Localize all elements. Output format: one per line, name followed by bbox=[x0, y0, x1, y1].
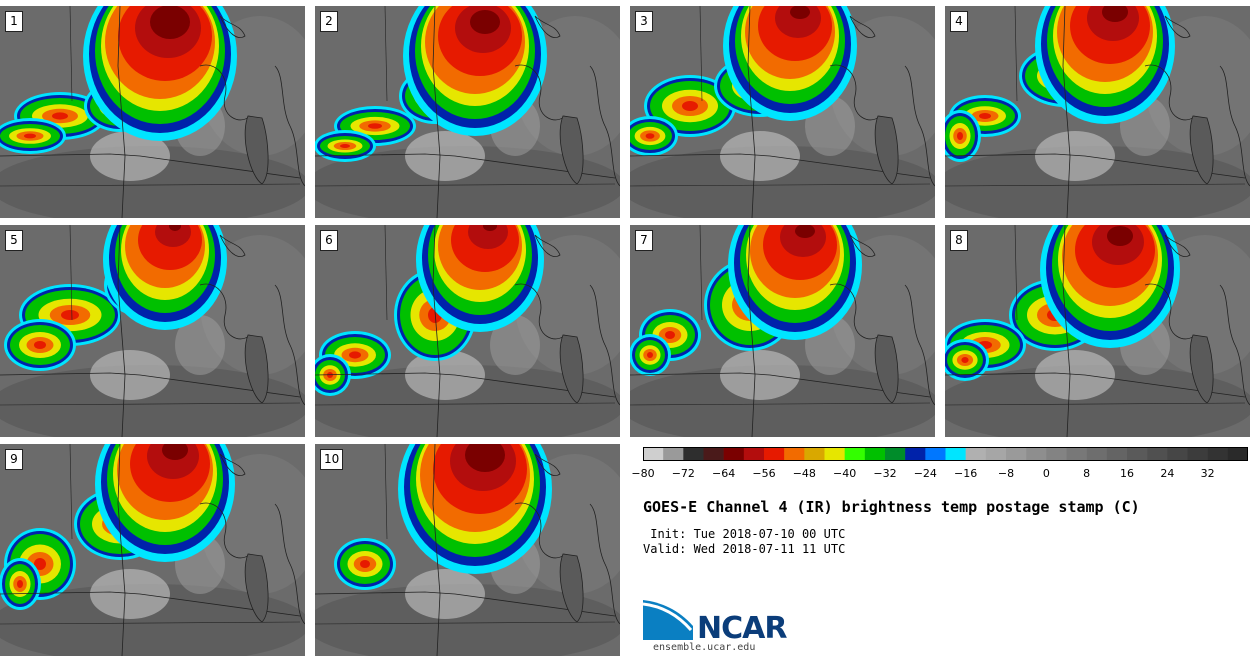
colorbar-tick-label: −72 bbox=[671, 467, 695, 480]
colorbar-swatch bbox=[1026, 447, 1047, 461]
panel-number: 7 bbox=[635, 230, 653, 251]
colorbar-swatch bbox=[784, 447, 805, 461]
colorbar-swatch bbox=[1066, 447, 1087, 461]
colorbar-swatch bbox=[824, 447, 845, 461]
satellite-image bbox=[630, 6, 935, 218]
satellite-image bbox=[0, 444, 305, 656]
colorbar-tick-label: 0 bbox=[1042, 467, 1050, 480]
colorbar-tick-label: −16 bbox=[954, 467, 978, 480]
colorbar-tick-label: −32 bbox=[873, 467, 897, 480]
colorbar-swatch bbox=[663, 447, 684, 461]
colorbar-tick-label: 24 bbox=[1160, 467, 1175, 480]
colorbar-swatch bbox=[1106, 447, 1128, 461]
figure-title: GOES-E Channel 4 (IR) brightness temp po… bbox=[643, 498, 1140, 516]
colorbar-swatch bbox=[1006, 447, 1027, 461]
ensemble-member-map-9: 9 bbox=[0, 444, 305, 656]
logo-url: ensemble.ucar.edu bbox=[653, 642, 756, 653]
colorbar-tick-label: 8 bbox=[1083, 467, 1091, 480]
colorbar-tick-label: −40 bbox=[833, 467, 857, 480]
colorbar-tick-label: −64 bbox=[712, 467, 736, 480]
colorbar-swatch bbox=[864, 447, 886, 461]
colorbar-swatch bbox=[764, 447, 785, 461]
colorbar-swatch bbox=[1187, 447, 1208, 461]
ensemble-member-map-5: 5 bbox=[0, 225, 305, 437]
panel-number: 5 bbox=[5, 230, 23, 251]
init-time: Init: Tue 2018-07-10 00 UTC bbox=[643, 527, 846, 541]
ensemble-member-map-3: 3 bbox=[630, 6, 935, 218]
colorbar-tick-label: −8 bbox=[997, 467, 1015, 480]
colorbar-swatch bbox=[1227, 447, 1248, 461]
ensemble-member-map-8: 8 bbox=[945, 225, 1250, 437]
colorbar-swatch bbox=[945, 447, 966, 461]
colorbar-swatch bbox=[1147, 447, 1168, 461]
ensemble-member-map-1: 1 bbox=[0, 6, 305, 218]
colorbar-tick-label: −80 bbox=[631, 467, 655, 480]
satellite-image bbox=[315, 6, 620, 218]
ncar-logo-text: NCAR bbox=[697, 611, 787, 646]
colorbar-swatch bbox=[683, 447, 704, 461]
ensemble-member-map-7: 7 bbox=[630, 225, 935, 437]
colorbar-swatch bbox=[1086, 447, 1108, 461]
ensemble-member-map-6: 6 bbox=[315, 225, 620, 437]
colorbar-swatch bbox=[723, 447, 745, 461]
panel-number: 2 bbox=[320, 11, 338, 32]
panel-number: 6 bbox=[320, 230, 338, 251]
colorbar-swatch bbox=[885, 447, 906, 461]
panel-number: 10 bbox=[320, 449, 344, 470]
colorbar-swatch bbox=[703, 447, 724, 461]
colorbar bbox=[643, 447, 1248, 461]
satellite-image bbox=[630, 225, 935, 437]
colorbar-tick-label: 16 bbox=[1120, 467, 1134, 480]
colorbar-swatch bbox=[844, 447, 866, 461]
ncar-logo-icon bbox=[643, 600, 693, 640]
satellite-image bbox=[945, 6, 1250, 218]
colorbar-swatch bbox=[965, 447, 987, 461]
colorbar-swatch bbox=[925, 447, 946, 461]
valid-time: Valid: Wed 2018-07-11 11 UTC bbox=[643, 542, 846, 556]
colorbar-swatch bbox=[985, 447, 1007, 461]
satellite-image bbox=[0, 225, 305, 437]
panel-number: 3 bbox=[635, 11, 653, 32]
colorbar-tick-label: −48 bbox=[792, 467, 816, 480]
panel-number: 1 bbox=[5, 11, 23, 32]
ensemble-member-map-2: 2 bbox=[315, 6, 620, 218]
colorbar-swatch bbox=[1167, 447, 1188, 461]
satellite-image bbox=[945, 225, 1250, 437]
panel-number: 8 bbox=[950, 230, 968, 251]
colorbar-tick-label: −24 bbox=[913, 467, 937, 480]
panel-number: 9 bbox=[5, 449, 23, 470]
colorbar-swatch bbox=[905, 447, 926, 461]
colorbar-swatch bbox=[1207, 447, 1229, 461]
satellite-image bbox=[315, 444, 620, 656]
satellite-image bbox=[315, 225, 620, 437]
satellite-image bbox=[0, 6, 305, 218]
colorbar-swatch bbox=[1127, 447, 1148, 461]
colorbar-swatch bbox=[804, 447, 825, 461]
colorbar-tick-label: 32 bbox=[1200, 467, 1215, 480]
panel-number: 4 bbox=[950, 11, 968, 32]
colorbar-swatch bbox=[643, 447, 664, 461]
ensemble-member-map-10: 10 bbox=[315, 444, 620, 656]
ensemble-member-map-4: 4 bbox=[945, 6, 1250, 218]
colorbar-swatch bbox=[1046, 447, 1067, 461]
colorbar-swatch bbox=[743, 447, 765, 461]
colorbar-tick-label: −56 bbox=[752, 467, 776, 480]
